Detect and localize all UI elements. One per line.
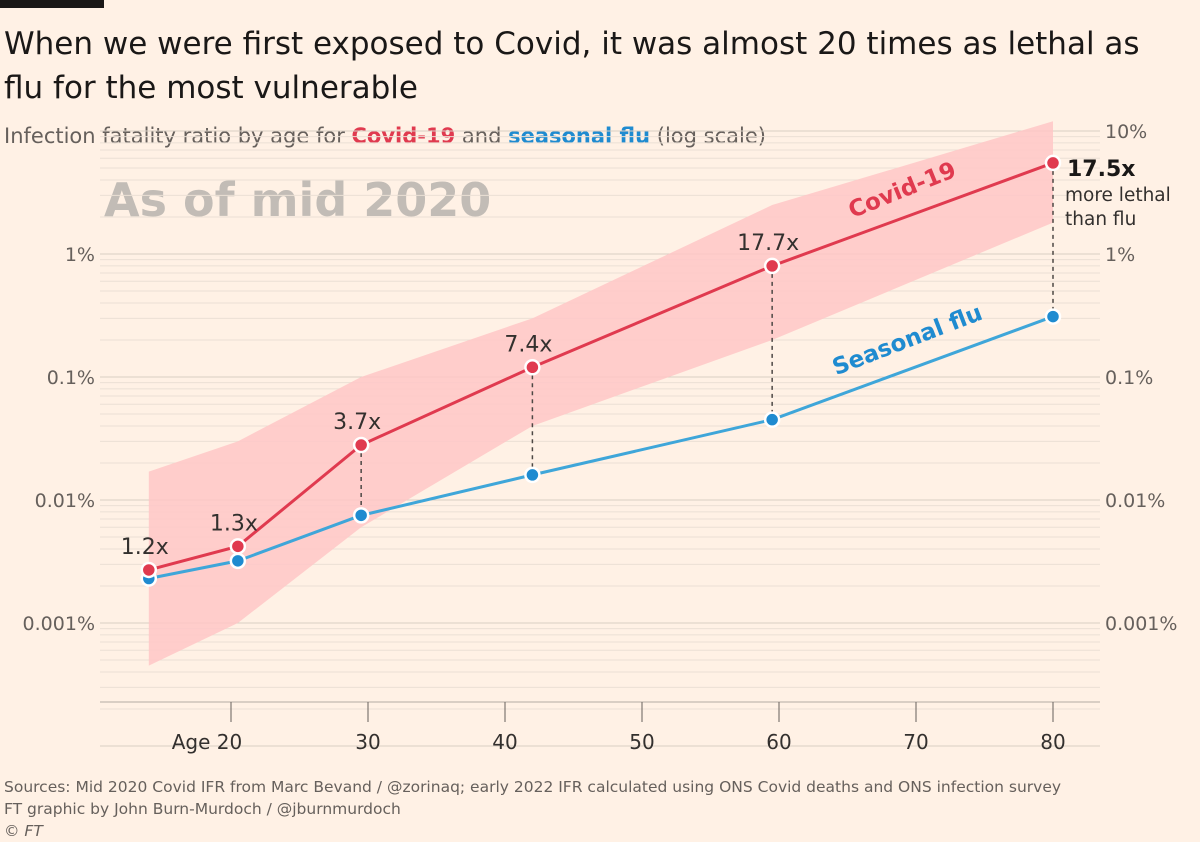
footer: Sources: Mid 2020 Covid IFR from Marc Be…	[4, 776, 1061, 842]
brand-bar	[0, 0, 104, 8]
flu-point	[352, 507, 370, 524]
x-tick-label: 80	[1040, 730, 1065, 754]
x-tick-label: Age 20	[172, 730, 243, 754]
y-tick-label-right: 1%	[1105, 244, 1135, 266]
x-tick-label: 70	[903, 730, 928, 754]
x-tick-label: 40	[492, 730, 517, 754]
watermark-label: As of mid 2020	[104, 173, 491, 227]
footer-credit: FT graphic by John Burn-Murdoch / @jburn…	[4, 800, 401, 818]
subtitle-prefix: Infection fatality ratio by age for	[4, 124, 352, 148]
ratio-note: more lethal	[1065, 185, 1171, 206]
covid-point	[763, 257, 781, 275]
flu-point	[763, 411, 781, 428]
covid-point	[524, 359, 541, 376]
y-tick-label-left: 0.1%	[47, 367, 95, 389]
subtitle-suffix: (log scale)	[650, 124, 766, 148]
ratio-label-final: 17.5x	[1067, 157, 1135, 182]
x-tick-label: 30	[355, 730, 380, 754]
y-tick-label-right: 0.1%	[1105, 367, 1153, 389]
chart-subtitle: Infection fatality ratio by age for Covi…	[4, 124, 766, 148]
y-tick-label-right: 0.01%	[1105, 490, 1165, 512]
subtitle-covid-key: Covid-19	[351, 124, 456, 148]
covid-point	[1044, 154, 1062, 172]
flu-point	[1044, 308, 1062, 325]
y-tick-label-left: 1%	[65, 244, 95, 266]
subtitle-flu-key: seasonal flu	[508, 124, 651, 148]
ratio-label: 1.2x	[121, 535, 169, 560]
ratio-label: 17.7x	[737, 231, 799, 256]
y-tick-label-left: 0.01%	[35, 490, 95, 512]
flu-point	[524, 466, 541, 484]
y-tick-label-left: 0.001%	[23, 613, 95, 635]
y-tick-label-right: 10%	[1105, 121, 1147, 143]
footer-sources: Sources: Mid 2020 Covid IFR from Marc Be…	[4, 778, 1062, 796]
covid-point	[140, 561, 158, 579]
covid-uncertainty-band	[148, 121, 1054, 666]
covid-line	[148, 161, 1054, 572]
chart-title: When we were first exposed to Covid, it …	[4, 26, 1140, 106]
ifr-chart: As of mid 2020 0.001% 0.01% 0.1% 1% 0.001% 0.0…	[23, 121, 1178, 754]
covid-point	[229, 538, 247, 555]
ratio-label: 7.4x	[504, 332, 552, 357]
flu-line	[148, 315, 1054, 580]
x-tick-label: 50	[629, 730, 654, 754]
covid-point	[352, 436, 370, 454]
ratio-label: 3.7x	[333, 410, 381, 435]
ratio-note: than flu	[1065, 209, 1136, 230]
y-tick-label-right: 0.001%	[1105, 613, 1177, 635]
subtitle-middle: and	[455, 124, 509, 148]
ratio-label: 1.3x	[210, 511, 258, 536]
flu-point	[229, 552, 247, 570]
x-tick-label: 60	[766, 730, 791, 754]
footer-copyright: © FT	[4, 822, 43, 840]
